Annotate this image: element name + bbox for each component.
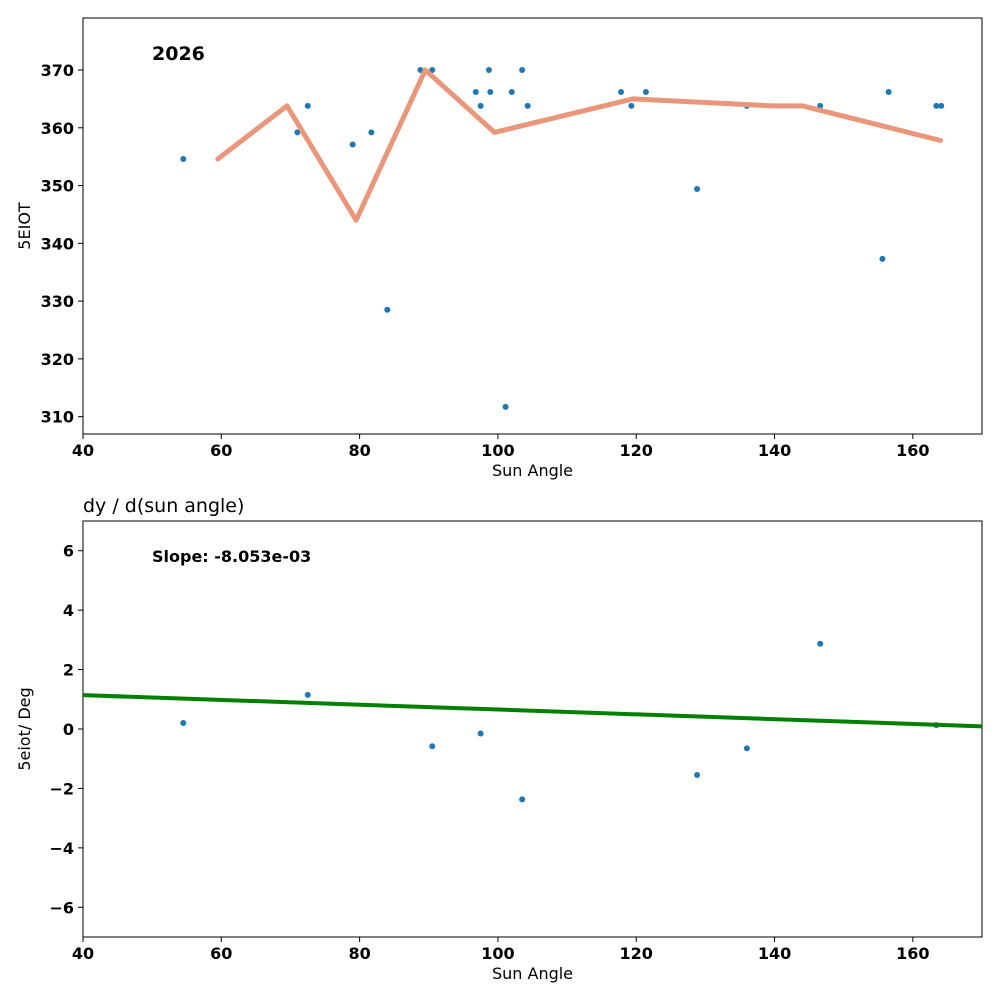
data-point	[817, 102, 824, 109]
data-point	[938, 102, 945, 109]
data-point	[743, 745, 750, 752]
data-point	[304, 102, 311, 109]
data-point	[368, 129, 375, 136]
x-tick-label: 80	[348, 944, 370, 963]
y-tick-label: −2	[49, 779, 74, 798]
data-point	[180, 720, 187, 727]
data-point	[502, 403, 509, 410]
y-tick-label: 370	[41, 61, 74, 80]
data-point	[524, 102, 531, 109]
x-tick-label: 160	[896, 944, 929, 963]
data-point	[642, 88, 649, 95]
y-tick-label: 340	[41, 234, 74, 253]
y-tick-label: −6	[49, 898, 74, 917]
data-point	[694, 772, 701, 779]
x-tick-label: 140	[758, 944, 791, 963]
y-tick-label: 350	[41, 177, 74, 196]
x-tick-label: 60	[210, 441, 232, 460]
y-tick-label: 4	[63, 601, 74, 620]
x-tick-label: 80	[348, 441, 370, 460]
x-tick-label: 40	[72, 944, 94, 963]
top-panel: 40 60 80 100 120 140 160 310 320 330 340 350 360 370 S…	[15, 17, 983, 480]
x-tick-label: 60	[210, 944, 232, 963]
data-point	[429, 743, 436, 750]
plot-frame	[82, 520, 983, 938]
x-tick-label: 160	[896, 441, 929, 460]
x-tick-label: 100	[481, 441, 514, 460]
x-tick-label: 40	[72, 441, 94, 460]
plot-area	[180, 67, 945, 410]
data-point	[694, 186, 701, 193]
data-point	[879, 255, 886, 262]
data-point	[304, 691, 311, 698]
y-tick-label: 310	[41, 408, 74, 427]
data-point	[472, 88, 479, 95]
data-point	[384, 306, 391, 313]
plot-area	[83, 640, 982, 803]
x-tick-label: 120	[620, 441, 653, 460]
y-tick-label: 360	[41, 119, 74, 138]
data-point	[933, 102, 940, 109]
y-tick-label: 320	[41, 350, 74, 369]
x-tick-label: 100	[481, 944, 514, 963]
bottom-panel: 40 60 80 100 120 140 160 −6 −4 −2 0 2 4 6 Sun Angle 5ei…	[15, 495, 983, 983]
y-tick-label: 6	[63, 542, 74, 561]
data-point	[519, 67, 526, 73]
data-point	[508, 88, 515, 95]
plot-frame	[82, 17, 983, 435]
y-tick-label: −4	[49, 839, 74, 858]
data-point	[349, 141, 356, 148]
data-point	[817, 640, 824, 647]
x-tick-label: 120	[620, 944, 653, 963]
data-point	[519, 796, 526, 803]
x-axis-label: Sun Angle	[492, 964, 573, 983]
data-point	[487, 88, 494, 95]
year-annotation: 2026	[152, 43, 205, 65]
y-tick-label: 330	[41, 292, 74, 311]
data-point	[429, 67, 436, 73]
fit-line	[83, 693, 982, 729]
plot-title: dy / d(sun angle)	[83, 495, 244, 517]
slope-annotation: Slope: -8.053e-03	[152, 547, 311, 566]
y-tick-label: 0	[63, 720, 74, 739]
y-axis-label: 5eiot/ Deg	[15, 687, 34, 770]
data-point	[618, 88, 625, 95]
data-point	[885, 88, 892, 95]
data-point	[477, 102, 484, 109]
x-tick-label: 140	[758, 441, 791, 460]
y-axis-label: 5EIOT	[15, 202, 34, 250]
x-axis-label: Sun Angle	[492, 461, 573, 480]
data-point	[294, 129, 301, 136]
data-point	[628, 102, 635, 109]
trend-line	[215, 67, 944, 223]
data-point	[477, 730, 484, 737]
y-tick-label: 2	[63, 661, 74, 680]
data-point	[485, 67, 492, 73]
data-point	[180, 155, 187, 162]
